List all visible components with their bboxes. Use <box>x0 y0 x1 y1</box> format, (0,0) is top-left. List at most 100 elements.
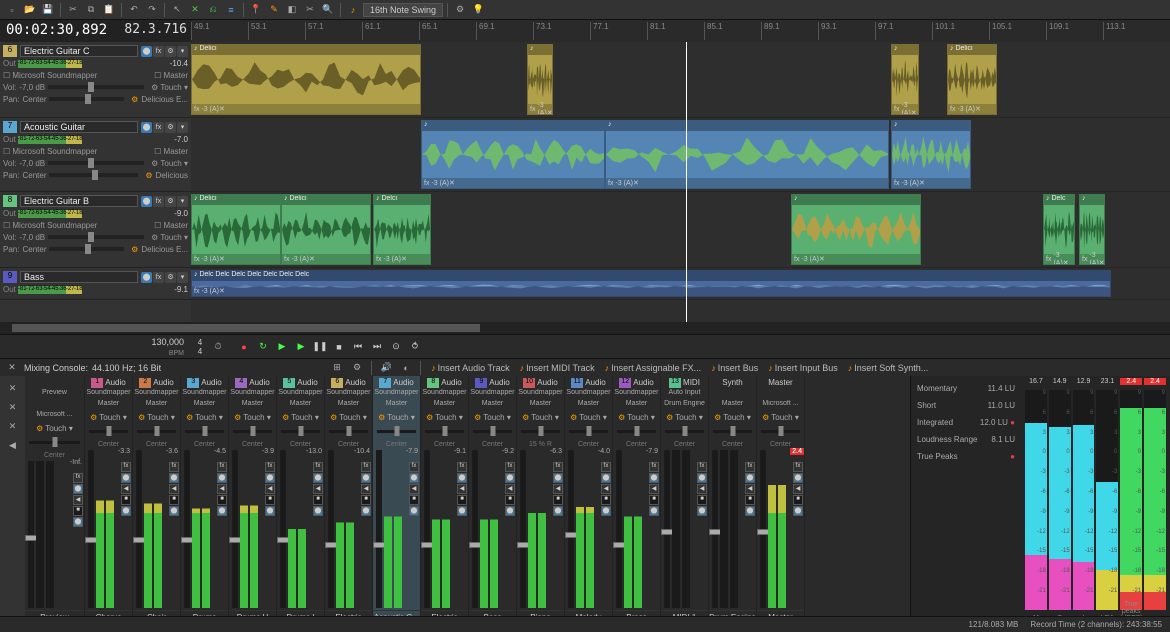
channel-fader[interactable] <box>616 450 622 608</box>
play-button[interactable]: ▶ <box>293 339 309 355</box>
mixer-channel[interactable]: 7Audio Soundmapper Master ⚙Touch ▾ Cente… <box>373 376 421 624</box>
solo-button[interactable]: ■ <box>169 495 179 505</box>
mute-button[interactable]: ◀ <box>745 484 755 494</box>
arm-button[interactable]: ⬤ <box>361 506 371 516</box>
mixer-channel[interactable]: 8Audio Soundmapper Master ⚙Touch ▾ Cente… <box>421 376 469 624</box>
fx-button[interactable]: fx <box>457 462 467 472</box>
fx-button[interactable]: fx <box>793 462 803 472</box>
input-button[interactable]: ⬤ <box>553 473 563 483</box>
tempo-display[interactable]: 130,000 BPM <box>100 337 190 357</box>
playhead[interactable] <box>686 42 687 322</box>
insert-button[interactable]: ♪Insert Input Bus <box>764 363 842 373</box>
channel-fader[interactable] <box>328 450 334 608</box>
mixer-channel[interactable]: 3Audio Soundmapper Master ⚙Touch ▾ Cente… <box>181 376 229 624</box>
dim-icon[interactable]: ◐ <box>398 360 414 376</box>
solo-button[interactable]: ■ <box>121 495 131 505</box>
arm-button[interactable]: ⬤ <box>649 506 659 516</box>
redo-icon[interactable]: ↷ <box>144 2 160 18</box>
audio-clip[interactable]: ♪ Delc Delc Delc Delc Delc Delc Delcfx-3… <box>191 270 1111 297</box>
arm-button[interactable]: ⊙ <box>388 339 404 355</box>
track-header[interactable]: 9 Bass ⬤ fx ⚙ ▾ Out-81-72-63-54-45-36-27… <box>0 268 191 300</box>
fx-button[interactable]: fx <box>601 462 611 472</box>
input-button[interactable]: ⬤ <box>649 473 659 483</box>
arm-button[interactable]: ⬤ <box>601 506 611 516</box>
chevron-left-icon[interactable]: ◀ <box>5 437 21 453</box>
input-button[interactable]: ⬤ <box>313 473 323 483</box>
mixer-gear-icon[interactable]: ⚙ <box>349 360 365 376</box>
audio-clip[interactable]: ♪ fx-3 (A)✕ <box>891 120 971 189</box>
audio-clip[interactable]: ♪ fx-3 (A)✕ <box>1079 194 1105 265</box>
mute-button[interactable]: ◀ <box>457 484 467 494</box>
solo-button[interactable]: ■ <box>601 495 611 505</box>
arm-button[interactable]: ⬤ <box>409 506 419 516</box>
arm-button[interactable]: ⬤ <box>697 506 707 516</box>
audio-clip[interactable]: ♪ fx-3 (A)✕ <box>605 120 889 189</box>
solo-button[interactable]: ■ <box>313 495 323 505</box>
channel-fader[interactable] <box>232 450 238 608</box>
open-icon[interactable]: 📂 <box>22 2 38 18</box>
channel-fader[interactable] <box>568 450 574 608</box>
channel-fader[interactable] <box>712 450 718 608</box>
insert-button[interactable]: ♪Insert Assignable FX... <box>601 363 706 373</box>
loop-button[interactable]: ↻ <box>255 339 271 355</box>
input-button[interactable]: ⬤ <box>265 473 275 483</box>
audio-clip[interactable]: ♪ fx-3 (A)✕ <box>527 44 553 115</box>
fx-button[interactable]: fx <box>217 462 227 472</box>
mixer-collapse2-icon[interactable]: ✕ <box>5 399 21 415</box>
fx-button[interactable]: fx <box>313 462 323 472</box>
timecode-display[interactable]: 00:02:30,892 <box>0 20 110 42</box>
track-name-input[interactable]: Electric Guitar C <box>20 45 138 57</box>
arm-button[interactable]: ⬤ <box>505 506 515 516</box>
fx-button[interactable]: fx <box>697 462 707 472</box>
help-icon[interactable]: 💡 <box>470 2 486 18</box>
input-button[interactable]: ⬤ <box>217 473 227 483</box>
arm-button[interactable]: ⬤ <box>217 506 227 516</box>
input-button[interactable]: ⬤ <box>361 473 371 483</box>
insert-button[interactable]: ♪Insert Soft Synth... <box>844 363 933 373</box>
fx-button[interactable]: fx <box>265 462 275 472</box>
arm-button[interactable]: ⬤ <box>265 506 275 516</box>
track-header[interactable]: 6 Electric Guitar C ⬤ fx ⚙ ▾ Out-81-72-6… <box>0 42 191 118</box>
timeline-scrollbar[interactable] <box>0 322 1170 334</box>
fx-button[interactable]: fx <box>409 462 419 472</box>
channel-fader[interactable] <box>472 450 478 608</box>
solo-button[interactable]: ■ <box>649 495 659 505</box>
mute-button[interactable]: ◀ <box>505 484 515 494</box>
go-start-button[interactable]: ⏮ <box>350 339 366 355</box>
copy-icon[interactable]: ⧉ <box>83 2 99 18</box>
audio-clip[interactable]: ♪ fx-3 (A)✕ <box>791 194 921 265</box>
undo-icon[interactable]: ↶ <box>126 2 142 18</box>
save-icon[interactable]: 💾 <box>40 2 56 18</box>
insert-button[interactable]: ♪Insert MIDI Track <box>516 363 599 373</box>
solo-button[interactable]: ■ <box>697 495 707 505</box>
input-button[interactable]: ⬤ <box>793 473 803 483</box>
channel-fader[interactable] <box>280 450 286 608</box>
align-icon[interactable]: ≡ <box>223 2 239 18</box>
solo-button[interactable]: ■ <box>409 495 419 505</box>
arm-button[interactable]: ⬤ <box>457 506 467 516</box>
arm-button[interactable]: ⬤ <box>553 506 563 516</box>
arm-button[interactable]: ⬤ <box>745 506 755 516</box>
input-button[interactable]: ⬤ <box>457 473 467 483</box>
time-signature[interactable]: 44 <box>190 338 210 356</box>
input-button[interactable]: ⬤ <box>697 473 707 483</box>
insert-button[interactable]: ♪Insert Bus <box>707 363 762 373</box>
mixer-channel[interactable]: 5Audio Soundmapper Master ⚙Touch ▾ Cente… <box>277 376 325 624</box>
mute-button[interactable]: ◀ <box>265 484 275 494</box>
mixer-channel[interactable]: Synth Master ⚙Touch ▾ Center fx ⬤ ◀ ■ ⬤ … <box>709 376 757 624</box>
input-button[interactable]: ⬤ <box>169 473 179 483</box>
fx-button[interactable]: fx <box>745 462 755 472</box>
mute-button[interactable]: ◀ <box>793 484 803 494</box>
mixer-view-icon[interactable]: ⊞ <box>329 360 345 376</box>
channel-fader[interactable] <box>424 450 430 608</box>
arm-button[interactable]: ⬤ <box>121 506 131 516</box>
track-name-input[interactable]: Bass <box>20 271 138 283</box>
solo-button[interactable]: ■ <box>745 495 755 505</box>
stop-button[interactable]: ■ <box>331 339 347 355</box>
new-icon[interactable]: ▫ <box>4 2 20 18</box>
audio-clip[interactable]: ♪ Delcfx-3 (A)✕ <box>1043 194 1075 265</box>
timeline-ruler[interactable]: 49.153.157.161.165.169.173.177.181.185.1… <box>191 20 1170 42</box>
mute-button[interactable]: ◀ <box>73 495 83 505</box>
mixer-channel[interactable]: 11Audio Soundmapper Master ⚙Touch ▾ Cent… <box>565 376 613 624</box>
mute-button[interactable]: ◀ <box>361 484 371 494</box>
